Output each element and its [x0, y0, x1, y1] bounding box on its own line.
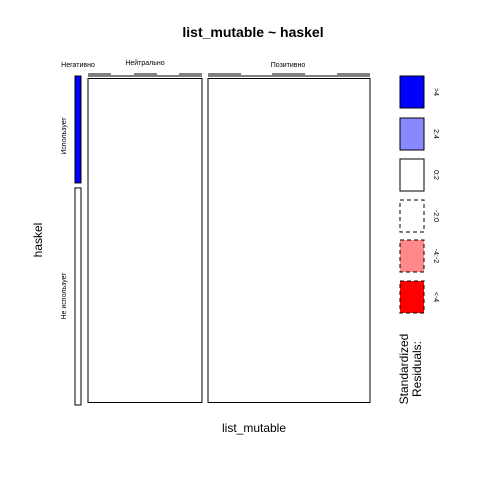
mosaic-cell — [74, 75, 82, 184]
legend-label: >4 — [432, 88, 439, 96]
chart-title: list_mutable ~ haskel — [182, 24, 323, 40]
x-category-label: Нейтрально — [125, 59, 164, 67]
mosaic-cell — [207, 78, 371, 403]
mosaic-cells — [74, 73, 371, 406]
legend-label: -2:0 — [432, 210, 439, 222]
legend-swatch — [399, 158, 425, 192]
x-axis-label: list_mutable — [222, 421, 286, 435]
legend-title-line-1: Standardized — [397, 334, 411, 405]
mosaic-cell — [87, 78, 203, 403]
legend-swatch — [399, 75, 425, 109]
mosaic-cell — [74, 187, 82, 406]
legend-label: -4:-2 — [432, 249, 439, 264]
x-category-label: Позитивно — [271, 62, 306, 69]
x-category-label: Негативно — [61, 62, 95, 69]
legend-swatch — [399, 199, 425, 233]
legend-label: 0:2 — [432, 170, 439, 180]
residual-legend: >4 2:4 0:2 -2:0 -4:-2 <-4 — [399, 75, 439, 314]
legend-label: <-4 — [432, 292, 439, 302]
legend-swatch — [399, 239, 425, 273]
legend-swatch — [399, 117, 425, 151]
y-axis-label: haskel — [31, 223, 45, 258]
legend-swatch — [399, 280, 425, 314]
legend-label: 2:4 — [432, 129, 439, 139]
legend-title-line-2: Residuals: — [410, 341, 424, 397]
y-category-label: Не использует — [61, 272, 68, 320]
y-category-label: Использует — [61, 117, 68, 155]
